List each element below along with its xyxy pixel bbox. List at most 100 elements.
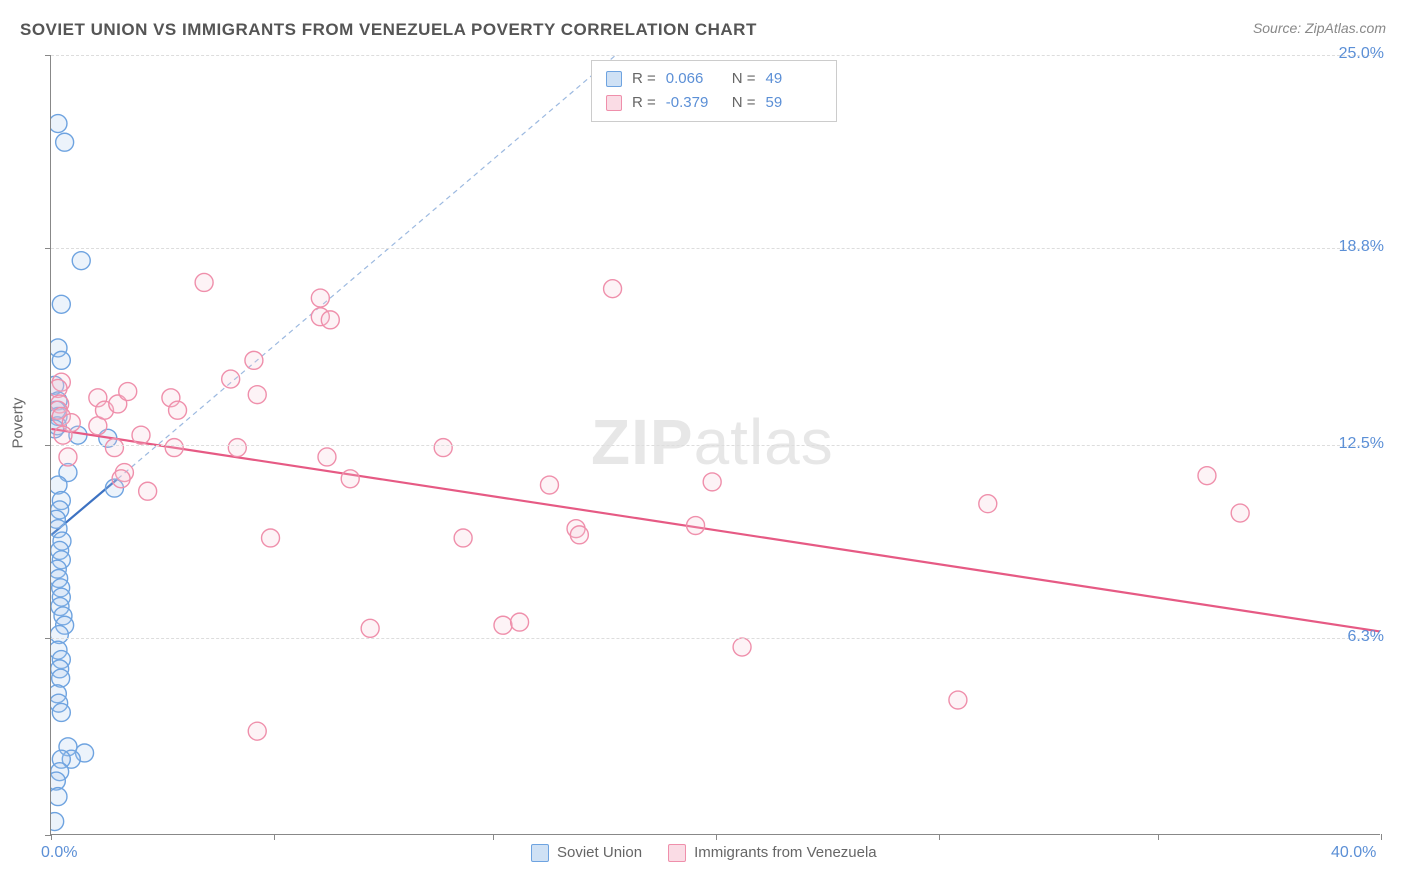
data-point [51,694,68,712]
data-point [245,351,263,369]
stats-n-label: N = [732,67,756,91]
data-point [341,470,359,488]
data-point [949,691,967,709]
data-point [511,613,529,631]
data-point [567,520,585,538]
data-point [105,439,123,457]
y-tick-label: 18.8% [1339,238,1384,256]
plot-area: ZIPatlas 25.0%6.3%12.5%18.8%0.0%40.0%Sov… [50,55,1380,835]
data-point [52,651,70,669]
grid-line [51,248,1380,249]
data-point [115,464,133,482]
data-point [262,529,280,547]
data-point [51,626,68,644]
data-point [454,529,472,547]
data-point [52,750,70,768]
x-tick [716,834,717,840]
data-point [89,389,107,407]
legend-swatch [668,844,686,862]
data-point [52,492,70,510]
grid-line [51,445,1380,446]
data-point [52,551,70,569]
data-point [51,598,69,616]
legend: Soviet Union Immigrants from Venezuela [531,844,877,862]
data-point [51,407,67,425]
trendline [51,429,1379,632]
data-point [311,289,329,307]
data-point [52,579,70,597]
data-point [604,280,622,298]
data-point [162,389,180,407]
data-point [119,383,137,401]
data-point [53,532,71,550]
y-tick [45,445,51,446]
data-point [109,395,127,413]
data-point [311,308,329,326]
data-point [248,386,266,404]
data-point [132,426,150,444]
legend-label: Soviet Union [557,844,642,861]
data-point [62,750,80,768]
y-tick [45,835,51,836]
data-point [52,295,70,313]
data-point [687,517,705,535]
data-point [52,703,70,721]
data-point [570,526,588,544]
data-point [56,133,74,151]
data-point [540,476,558,494]
data-point [1231,504,1249,522]
chart-title: SOVIET UNION VS IMMIGRANTS FROM VENEZUEL… [20,20,757,40]
data-point [54,426,72,444]
data-point [434,439,452,457]
grid-line [51,55,1380,56]
data-point [51,541,69,559]
data-point [62,414,80,432]
legend-item: Soviet Union [531,844,642,862]
stats-r-label: R = [632,67,656,91]
data-point [56,616,74,634]
data-point [51,660,69,678]
data-point [51,685,66,703]
data-point [733,638,751,656]
x-tick [274,834,275,840]
data-point [95,401,113,419]
x-tick [939,834,940,840]
data-point [51,560,66,578]
data-point [248,722,266,740]
data-point [51,763,69,781]
watermark-atlas: atlas [694,406,834,478]
stats-swatch [606,95,622,111]
grid-line [51,638,1380,639]
y-tick [45,55,51,56]
legend-swatch [531,844,549,862]
data-point [51,417,66,435]
data-point [51,339,67,357]
stats-r-label: R = [632,91,656,115]
data-point [703,473,721,491]
data-point [59,464,77,482]
legend-label: Immigrants from Venezuela [694,844,877,861]
data-point [51,788,67,806]
data-point [51,401,65,419]
data-point [52,588,70,606]
stats-r-value: 0.066 [666,67,722,91]
data-point [51,569,68,587]
data-point [51,420,64,438]
data-point [139,482,157,500]
legend-item: Immigrants from Venezuela [668,844,877,862]
data-point [52,373,70,391]
trendline [51,479,117,535]
data-point [52,351,70,369]
data-point [89,417,107,435]
stats-n-value: 49 [766,67,822,91]
data-point [51,395,69,413]
data-point [222,370,240,388]
data-point [51,641,67,659]
data-point [59,448,77,466]
data-point [169,401,187,419]
data-point [51,520,67,538]
data-point [361,619,379,637]
data-point [51,115,67,133]
data-point [195,273,213,291]
data-point [52,407,70,425]
